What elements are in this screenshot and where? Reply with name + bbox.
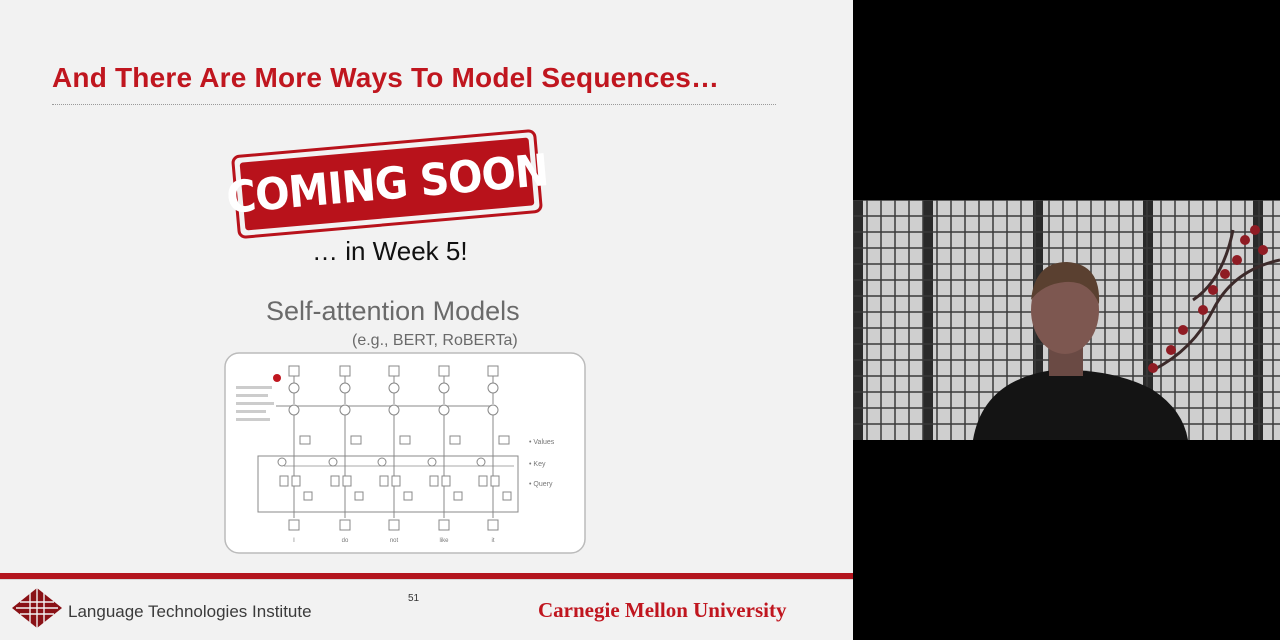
output-box [388, 365, 400, 377]
key-node [277, 457, 287, 467]
query-box [330, 475, 340, 487]
plum-branch [1152, 229, 1280, 372]
input-box [438, 519, 450, 531]
input-token: it [492, 538, 495, 544]
key-node [328, 457, 338, 467]
attention-column: not [377, 365, 413, 544]
query-box [478, 475, 488, 487]
key-node [427, 457, 437, 467]
value-box [299, 435, 311, 445]
presenter-video [853, 200, 1280, 440]
slide: And There Are More Ways To Model Sequenc… [0, 0, 853, 640]
coming-soon-stamp: COMING SOON [224, 128, 550, 240]
embed-box [502, 491, 512, 501]
key-box [441, 475, 451, 487]
input-box [339, 519, 351, 531]
university-name: Carnegie Mellon University [538, 598, 787, 622]
attention-column: do [328, 365, 364, 544]
attention-column: it [476, 365, 512, 544]
input-token: not [390, 538, 399, 544]
diagram-left-note [236, 386, 274, 421]
stamp-text: COMING SOON [224, 144, 550, 224]
key-node [377, 457, 387, 467]
query-box [379, 475, 389, 487]
model-examples: (e.g., BERT, RoBERTa) [352, 332, 518, 349]
self-attention-heading: Self-attention Models [266, 296, 520, 326]
week-note: … in Week 5! [312, 236, 468, 266]
value-box [498, 435, 510, 445]
input-box [288, 519, 300, 531]
value-box [449, 435, 461, 445]
weight-node [388, 382, 400, 394]
embed-box [303, 491, 313, 501]
multiply-node [438, 404, 450, 416]
input-box [388, 519, 400, 531]
embed-box [403, 491, 413, 501]
title-divider [52, 104, 776, 105]
weight-node [288, 382, 300, 394]
plum-blossoms [1148, 225, 1268, 373]
page-number: 51 [408, 593, 420, 604]
key-node [476, 457, 486, 467]
output-box [438, 365, 450, 377]
key-box [342, 475, 352, 487]
key-box [291, 475, 301, 487]
multiply-node [288, 404, 300, 416]
value-box [399, 435, 411, 445]
output-box [288, 365, 300, 377]
footer-red-bar [0, 573, 853, 579]
diagram-highlight-dot [273, 374, 281, 382]
key-box [490, 475, 500, 487]
presenter [973, 262, 1188, 440]
slide-title: And There Are More Ways To Model Sequenc… [52, 62, 720, 93]
lti-logo [12, 588, 62, 628]
attention-block [257, 455, 519, 513]
institute-name: Language Technologies Institute [68, 602, 312, 621]
query-box [429, 475, 439, 487]
input-token: I [293, 538, 295, 544]
attention-column: I [277, 365, 313, 544]
attention-column: like [427, 365, 463, 544]
input-token: do [342, 538, 349, 544]
footer-rule [0, 579, 853, 580]
query-box [279, 475, 289, 487]
diagram-label-values: • Values [529, 439, 555, 446]
diagram-label-key: • Key [529, 461, 546, 468]
diagram-label-query: • Query [529, 481, 553, 488]
embed-box [354, 491, 364, 501]
multiply-node [388, 404, 400, 416]
key-box [391, 475, 401, 487]
weight-node [487, 382, 499, 394]
input-box [487, 519, 499, 531]
weight-node [438, 382, 450, 394]
multiply-node [487, 404, 499, 416]
value-box [350, 435, 362, 445]
output-box [339, 365, 351, 377]
multiply-node [339, 404, 351, 416]
embed-box [453, 491, 463, 501]
input-token: like [439, 538, 449, 544]
weight-node [339, 382, 351, 394]
output-box [487, 365, 499, 377]
